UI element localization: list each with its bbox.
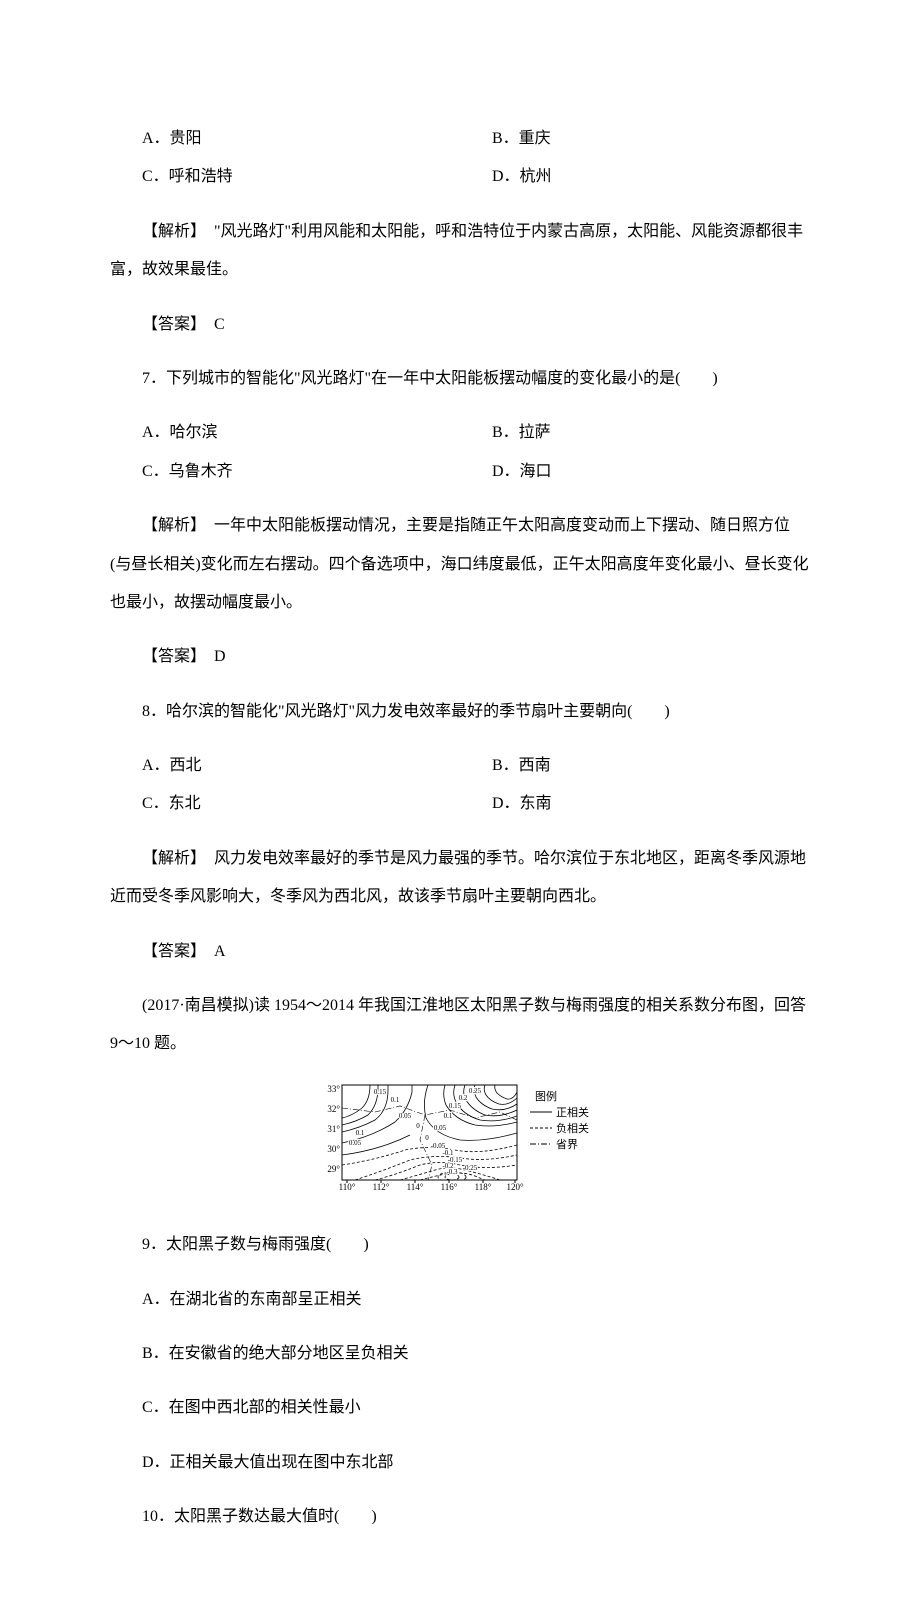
q8-option-a: A．西北 (110, 747, 460, 785)
q9-option-a: A．在湖北省的东南部呈正相关 (110, 1281, 810, 1319)
q8-option-c: C．东北 (110, 785, 460, 823)
q7-analysis: 【解析】 一年中太阳能板摆动情况，主要是指随正午太阳高度变动而上下摆动、随日照方… (110, 507, 810, 622)
q10-stem: 10．太阳黑子数达最大值时( ) (110, 1498, 810, 1536)
q7-stem: 7．下列城市的智能化"风光路灯"在一年中太阳能板摆动幅度的变化最小的是( ) (110, 360, 810, 398)
q9-option-d: D．正相关最大值出现在图中东北部 (110, 1444, 810, 1482)
ytick-29: 29° (327, 1164, 340, 1174)
q8-answer: 【答案】 A (110, 933, 810, 971)
q8-option-d: D．东南 (460, 785, 810, 823)
legend-title: 图例 (535, 1089, 557, 1103)
svg-text:0.1: 0.1 (444, 1112, 453, 1120)
xtick-114: 114° (407, 1182, 424, 1192)
svg-text:0.2: 0.2 (459, 1094, 468, 1102)
xtick-110: 110° (339, 1182, 356, 1192)
svg-text:0.05: 0.05 (434, 1124, 447, 1132)
xtick-120: 120° (506, 1182, 524, 1192)
xtick-118: 118° (475, 1182, 492, 1192)
q8-options-row-2: C．东北 D．东南 (110, 785, 810, 823)
svg-text:0.1: 0.1 (356, 1129, 365, 1137)
q7-option-c: C．乌鲁木齐 (110, 453, 460, 491)
q6-option-a: A．贵阳 (110, 120, 460, 158)
q8-stem: 8．哈尔滨的智能化"风光路灯"风力发电效率最好的季节扇叶主要朝向( ) (110, 693, 810, 731)
q9-option-c: C．在图中西北部的相关性最小 (110, 1389, 810, 1427)
svg-text:0.15: 0.15 (449, 1102, 462, 1110)
q7-options-row-2: C．乌鲁木齐 D．海口 (110, 453, 810, 491)
xtick-116: 116° (441, 1182, 458, 1192)
q6-analysis: 【解析】 "风光路灯"利用风能和太阳能，呼和浩特位于内蒙古高原，太阳能、风能资源… (110, 213, 810, 290)
q6-option-b: B．重庆 (460, 120, 810, 158)
q6-option-c: C．呼和浩特 (110, 158, 460, 196)
q6-options-row-1: A．贵阳 B．重庆 (110, 120, 810, 158)
svg-text:-0.25: -0.25 (463, 1164, 478, 1172)
q7-option-d: D．海口 (460, 453, 810, 491)
q9-stem: 9．太阳黑子数与梅雨强度( ) (110, 1226, 810, 1264)
legend-pos: 正相关 (556, 1105, 589, 1119)
legend-neg: 负相关 (556, 1121, 589, 1135)
legend-border: 省界 (556, 1138, 578, 1151)
svg-text:0.05: 0.05 (399, 1112, 412, 1120)
ytick-33: 33° (327, 1084, 340, 1094)
q6-answer: 【答案】 C (110, 306, 810, 344)
svg-text:0: 0 (416, 1122, 420, 1130)
q8-options-row-1: A．西北 B．西南 (110, 747, 810, 785)
q6-option-d: D．杭州 (460, 158, 810, 196)
q7-answer: 【答案】 D (110, 638, 810, 676)
q6-options-row-2: C．呼和浩特 D．杭州 (110, 158, 810, 196)
passage2-intro: (2017·南昌模拟)读 1954～2014 年我国江淮地区太阳黑子数与梅雨强度… (110, 987, 810, 1064)
q7-options-row-1: A．哈尔滨 B．拉萨 (110, 414, 810, 452)
xtick-112: 112° (373, 1182, 390, 1192)
svg-text:0.05: 0.05 (349, 1139, 362, 1147)
svg-text:-0.3: -0.3 (446, 1168, 458, 1176)
svg-text:0.25: 0.25 (469, 1087, 482, 1095)
q7-option-a: A．哈尔滨 (110, 414, 460, 452)
ytick-32: 32° (327, 1104, 340, 1114)
correlation-map-svg: 33° 32° 31° 30° 29° 110° 112° 114° 116° … (320, 1080, 600, 1195)
svg-text:0.1: 0.1 (391, 1096, 400, 1104)
svg-text:0.15: 0.15 (374, 1088, 387, 1096)
q8-analysis: 【解析】 风力发电效率最好的季节是风力最强的季节。哈尔滨位于东北地区，距离冬季风… (110, 840, 810, 917)
ytick-31: 31° (327, 1124, 340, 1134)
q9-option-b: B．在安徽省的绝大部分地区呈负相关 (110, 1335, 810, 1373)
q7-option-b: B．拉萨 (460, 414, 810, 452)
q8-option-b: B．西南 (460, 747, 810, 785)
ytick-30: 30° (327, 1144, 340, 1154)
correlation-map-figure: 33° 32° 31° 30° 29° 110° 112° 114° 116° … (110, 1080, 810, 1210)
svg-text:0: 0 (425, 1134, 429, 1142)
